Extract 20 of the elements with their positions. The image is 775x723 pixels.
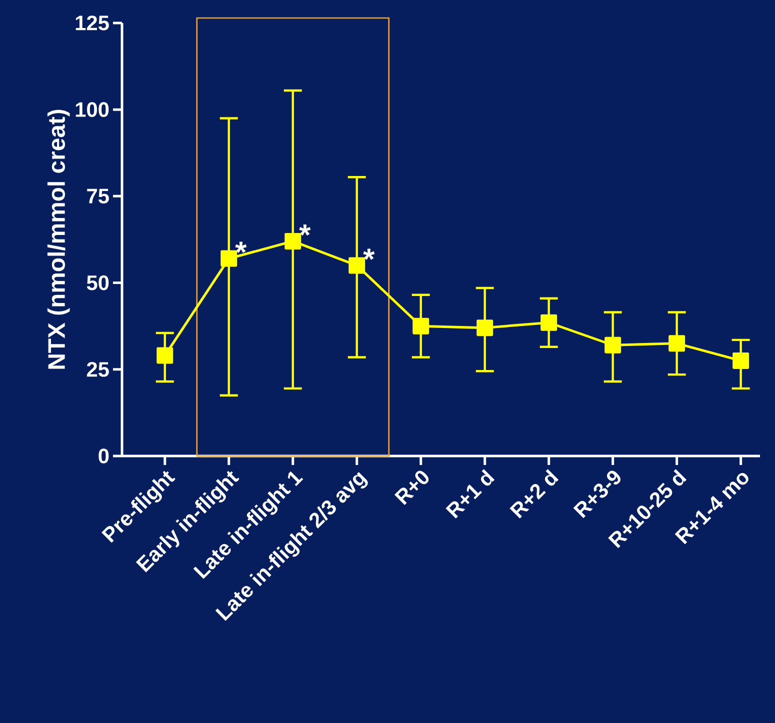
annotation: * [363,248,375,260]
y-tick-label: 0 [98,448,109,464]
annotation: * [299,224,311,236]
y-tick-label: 50 [86,275,109,290]
x-tick-label: R+1 d [446,469,495,519]
y-axis-title: NTX (nmol/mmol creat) [47,110,70,369]
point [412,318,430,334]
annotation: * [235,242,247,253]
y-tick-label: 125 [76,16,109,30]
point [540,314,558,331]
point [476,320,494,336]
x-tick-label: R+2 d [510,469,559,519]
x-tick-label: R+0 [394,470,429,505]
y-tick-label: 25 [86,362,109,377]
point [156,347,174,364]
point [668,335,686,352]
y-tick-label: 75 [87,188,109,204]
point [604,336,622,354]
y-tick-label: 100 [76,102,109,117]
point [732,352,750,369]
